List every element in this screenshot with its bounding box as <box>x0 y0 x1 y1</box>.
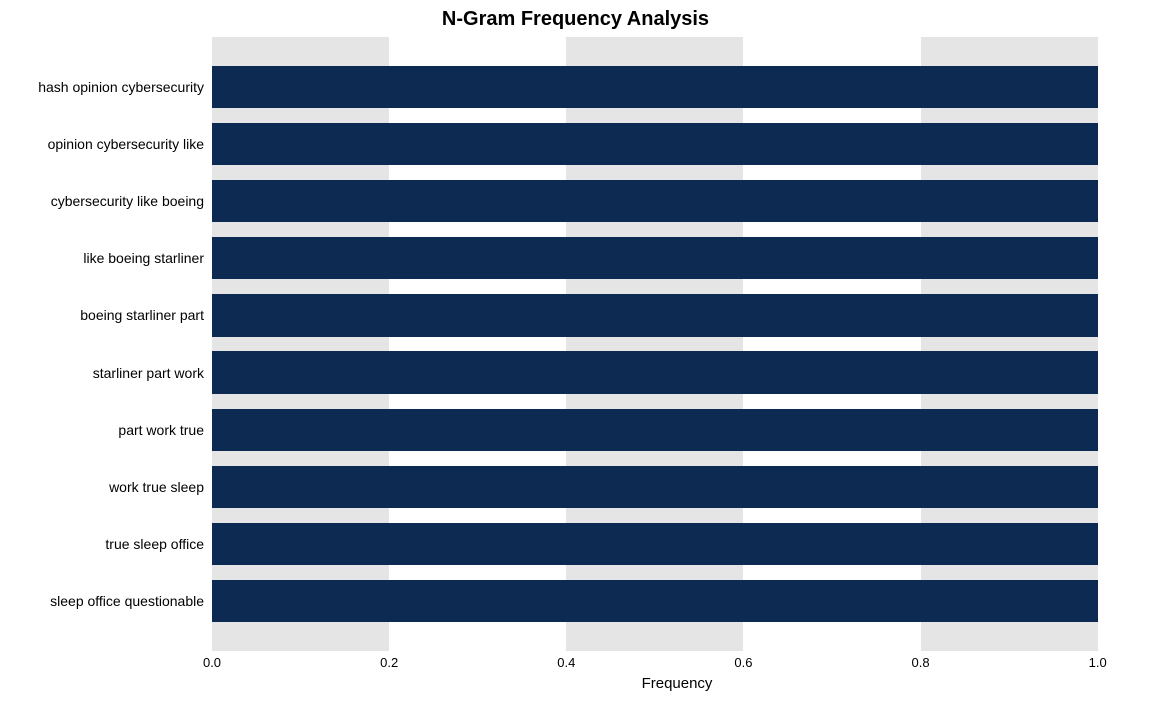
x-tick-label: 0.4 <box>557 655 575 670</box>
plot-area <box>212 37 1142 651</box>
y-tick-label: like boeing starliner <box>83 250 204 266</box>
y-tick-label: starliner part work <box>93 365 204 381</box>
bar <box>212 66 1098 108</box>
ngram-chart: N-Gram Frequency Analysis Frequency hash… <box>0 0 1151 701</box>
x-axis-label: Frequency <box>212 675 1142 692</box>
bar <box>212 294 1098 336</box>
x-tick-label: 0.6 <box>734 655 752 670</box>
bar <box>212 123 1098 165</box>
bar <box>212 409 1098 451</box>
y-tick-label: boeing starliner part <box>80 307 204 323</box>
bar <box>212 466 1098 508</box>
bar <box>212 523 1098 565</box>
bar <box>212 237 1098 279</box>
x-tick-label: 0.2 <box>380 655 398 670</box>
bar <box>212 580 1098 622</box>
chart-title: N-Gram Frequency Analysis <box>0 8 1151 31</box>
x-tick-label: 1.0 <box>1089 655 1107 670</box>
y-tick-label: sleep office questionable <box>50 593 204 609</box>
grid-band <box>1098 37 1142 651</box>
x-tick-label: 0.0 <box>203 655 221 670</box>
y-tick-label: cybersecurity like boeing <box>51 193 204 209</box>
y-tick-label: work true sleep <box>109 479 204 495</box>
y-tick-label: hash opinion cybersecurity <box>38 79 204 95</box>
y-tick-label: opinion cybersecurity like <box>48 136 204 152</box>
x-tick-label: 0.8 <box>912 655 930 670</box>
bar <box>212 180 1098 222</box>
y-tick-label: true sleep office <box>105 536 204 552</box>
bar <box>212 351 1098 393</box>
y-tick-label: part work true <box>118 422 204 438</box>
